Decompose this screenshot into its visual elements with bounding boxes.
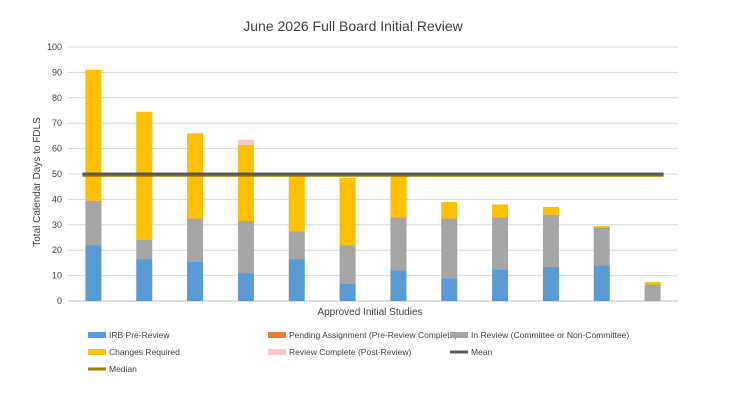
bar-segment-irb-pre-review [288, 259, 305, 301]
legend: IRB Pre-Review Pending Assignment (Pre-Re… [88, 330, 629, 374]
legend-label: IRB Pre-Review [109, 330, 170, 340]
y-tick-label: 70 [52, 118, 62, 128]
legend-item-in-review-committee-or-non-committee: In Review (Committee or Non-Committee) [450, 330, 629, 340]
legend-swatch [450, 332, 468, 338]
bars [85, 69, 661, 301]
bar-segment-irb-pre-review [593, 265, 610, 301]
bar-segment-review-complete-post-review [237, 139, 254, 145]
bar-segment-in-review-committee-or-non-committee [339, 245, 356, 284]
bar-segment-in-review-committee-or-non-committee [593, 227, 610, 266]
legend-label: In Review (Committee or Non-Committee) [471, 330, 629, 340]
legend-label: Changes Required [109, 347, 180, 357]
bar-segment-irb-pre-review [339, 283, 356, 301]
reference-lines [82, 172, 664, 177]
y-tick-label: 0 [57, 296, 62, 306]
y-tick-labels: 0 10 20 30 40 50 60 70 80 90 100 [47, 42, 62, 306]
legend-item-pending-assignment-pre-review-complete: Pending Assignment (Pre-Review Complete) [268, 330, 457, 340]
bar-segment-in-review-committee-or-non-committee [288, 231, 305, 260]
bar-segment-changes-required [593, 226, 610, 228]
bar-segment-in-review-committee-or-non-committee [441, 218, 458, 279]
y-tick-label: 40 [52, 194, 62, 204]
y-tick-label: 30 [52, 220, 62, 230]
legend-item-median: Median [88, 364, 137, 374]
bar-segment-in-review-committee-or-non-committee [390, 217, 407, 271]
bar-segment-in-review-committee-or-non-committee [187, 218, 204, 262]
y-axis-title: Total Calendar Days to FDLS [32, 117, 43, 247]
bar-segment-changes-required [237, 144, 254, 221]
legend-label: Review Complete (Post-Review) [289, 347, 412, 357]
legend-swatch [268, 332, 286, 338]
bar-segment-irb-pre-review [441, 278, 458, 301]
y-tick-label: 80 [52, 93, 62, 103]
y-tick-label: 100 [47, 42, 62, 52]
legend-item-mean: Mean [450, 347, 493, 357]
legend-label: Pending Assignment (Pre-Review Complete) [289, 330, 457, 340]
y-tick-label: 50 [52, 169, 62, 179]
bar-segment-changes-required [492, 204, 509, 218]
legend-label: Mean [471, 347, 493, 357]
y-tick-label: 60 [52, 144, 62, 154]
y-tick-label: 20 [52, 245, 62, 255]
bar-segment-irb-pre-review [187, 261, 204, 301]
bar-segment-in-review-committee-or-non-committee [237, 220, 254, 274]
legend-swatch [88, 332, 106, 338]
legend-item-irb-pre-review: IRB Pre-Review [88, 330, 170, 340]
bar-segment-changes-required [441, 201, 458, 219]
legend-label: Median [109, 364, 137, 374]
bar-segment-in-review-committee-or-non-committee [136, 240, 153, 260]
y-tick-label: 90 [52, 67, 62, 77]
bar-segment-changes-required [288, 176, 305, 232]
bar-segment-irb-pre-review [85, 245, 102, 301]
bar-segment-irb-pre-review [390, 270, 407, 301]
bar-segment-irb-pre-review [492, 269, 509, 301]
chart-title: June 2026 Full Board Initial Review [243, 18, 463, 34]
bar-segment-irb-pre-review [542, 266, 559, 301]
bar-segment-irb-pre-review [136, 259, 153, 301]
y-tick-label: 10 [52, 271, 62, 281]
x-axis-title: Approved Initial Studies [317, 307, 422, 318]
legend-swatch [88, 349, 106, 355]
bar-segment-irb-pre-review [237, 273, 254, 301]
bar-segment-in-review-committee-or-non-committee [644, 284, 661, 301]
legend-item-changes-required: Changes Required [88, 347, 180, 357]
bar-segment-in-review-committee-or-non-committee [492, 217, 509, 270]
bar-segment-in-review-committee-or-non-committee [85, 200, 102, 246]
bar-segment-changes-required [390, 174, 407, 218]
bar-segment-in-review-committee-or-non-committee [542, 214, 559, 267]
bar-segment-changes-required [85, 69, 102, 201]
bar-segment-changes-required [644, 281, 661, 285]
legend-swatch [268, 349, 286, 355]
bar-segment-changes-required [542, 207, 559, 215]
legend-item-review-complete-post-review: Review Complete (Post-Review) [268, 347, 412, 357]
bar-segment-changes-required [339, 177, 356, 246]
